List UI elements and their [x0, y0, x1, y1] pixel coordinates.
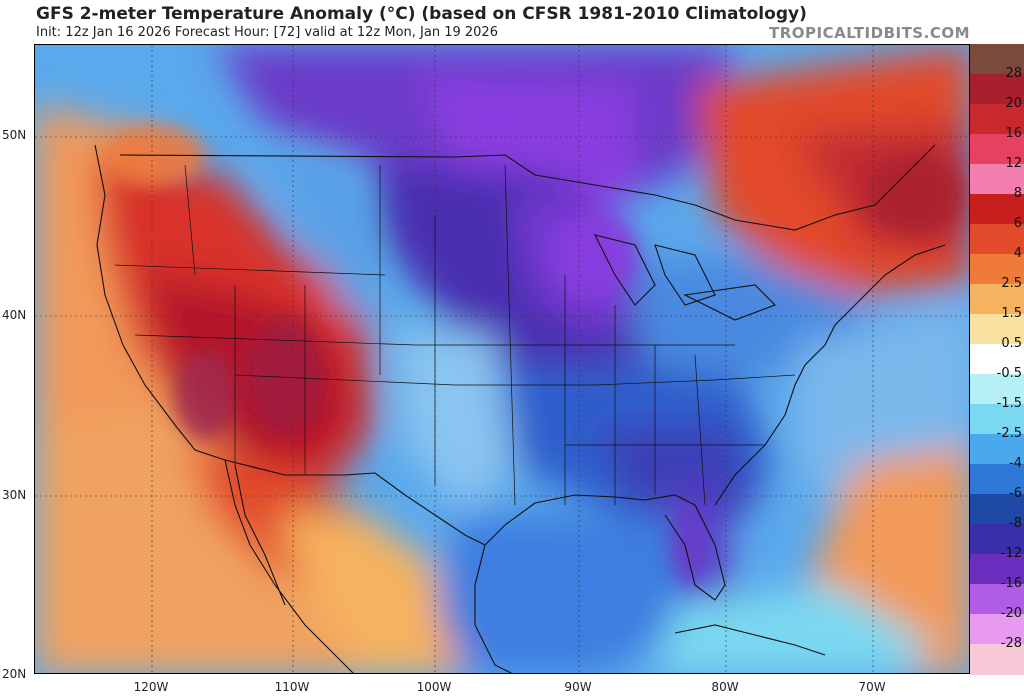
colorbar-swatch [970, 284, 1024, 315]
colorbar-swatch [970, 494, 1024, 525]
colorbar-label: 16 [1005, 126, 1022, 141]
lon-label-80w: 80W [711, 680, 739, 694]
colorbar-swatch [970, 524, 1024, 555]
colorbar-swatch [970, 464, 1024, 495]
lat-label-20: 20N [2, 667, 27, 681]
lon-label-100w: 100W [416, 680, 452, 694]
political-boundaries [94, 144, 946, 673]
colorbar-label: -4 [1009, 456, 1022, 471]
colorbar-label: 6 [1013, 216, 1022, 231]
map-title: GFS 2-meter Temperature Anomaly (°C) (ba… [36, 4, 807, 24]
colorbar-swatch [970, 644, 1024, 675]
colorbar-swatch [970, 224, 1024, 255]
colorbar-label: -1.5 [996, 396, 1022, 411]
colorbar-label: -6 [1009, 486, 1022, 501]
forecast-info: Init: 12z Jan 16 2026 Forecast Hour: [72… [36, 25, 498, 40]
colorbar-swatch [970, 614, 1024, 645]
colorbar-swatch [970, 314, 1024, 345]
colorbar-label: 12 [1005, 156, 1022, 171]
color-scale-legend: 28 20 16 12 8 6 4 2.5 1.5 0.5 -0.5 -1.5 -2.5 -4 -6 -8 -1… [970, 44, 1024, 675]
brand-watermark: TROPICALTIDBITS.COM [769, 24, 970, 42]
state-lines [114, 164, 796, 506]
colorbar-swatch [970, 374, 1024, 405]
colorbar-swatch [970, 584, 1024, 615]
colorbar-swatch [970, 104, 1024, 135]
colorbar-swatch [970, 134, 1024, 165]
colorbar-label: -20 [1000, 606, 1022, 621]
map-canvas [35, 45, 969, 673]
colorbar-label: -8 [1009, 516, 1022, 531]
colorbar-label: 0.5 [1001, 336, 1022, 351]
lat-label-30: 30N [2, 488, 27, 502]
lat-label-50: 50N [2, 128, 27, 142]
colorbar-label: -16 [1000, 576, 1022, 591]
colorbar-label: 2.5 [1001, 276, 1022, 291]
colorbar-label: 8 [1013, 186, 1022, 201]
colorbar-swatch [970, 74, 1024, 105]
lon-label-70w: 70W [858, 680, 886, 694]
colorbar-label: 1.5 [1001, 306, 1022, 321]
colorbar-swatch [970, 434, 1024, 465]
lon-label-120w: 120W [133, 680, 169, 694]
lat-label-40: 40N [2, 308, 27, 322]
colorbar-label: 4 [1013, 246, 1022, 261]
colorbar-label: 20 [1005, 96, 1022, 111]
graticule [35, 45, 969, 673]
colorbar-label: -2.5 [996, 426, 1022, 441]
colorbar-swatch [970, 554, 1024, 585]
colorbar-label: 28 [1005, 66, 1022, 81]
colorbar-label: -28 [1000, 636, 1022, 651]
lon-label-90w: 90W [564, 680, 592, 694]
colorbar-swatch [970, 44, 1024, 75]
colorbar-swatch [970, 344, 1024, 375]
colorbar-swatch [970, 194, 1024, 225]
colorbar-swatch [970, 164, 1024, 195]
anomaly-map[interactable] [34, 44, 970, 674]
colorbar-label: -0.5 [996, 366, 1022, 381]
colorbar-swatch [970, 254, 1024, 285]
colorbar-label: -12 [1000, 546, 1022, 561]
colorbar-swatch [970, 404, 1024, 435]
lon-label-110w: 110W [274, 680, 310, 694]
